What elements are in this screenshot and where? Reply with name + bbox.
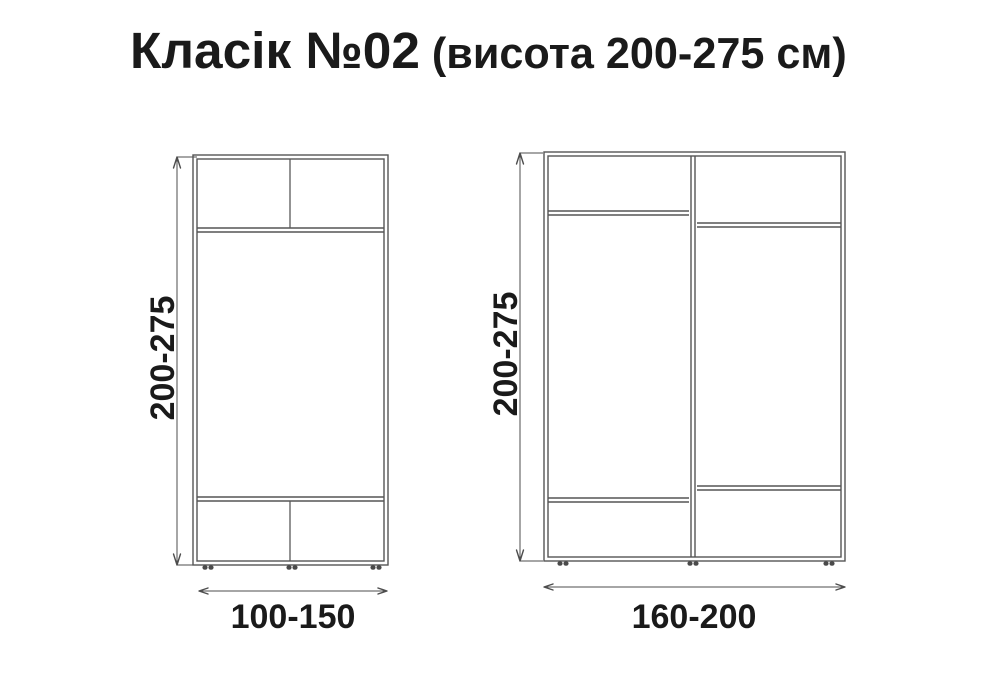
svg-text:200-275: 200-275 (487, 292, 525, 417)
svg-text:160-200: 160-200 (632, 598, 757, 636)
svg-text:100-150: 100-150 (231, 598, 356, 636)
svg-text:200-275: 200-275 (144, 296, 182, 421)
svg-text:Класік №02 (висота 200-275 см): Класік №02 (висота 200-275 см) (130, 21, 847, 79)
